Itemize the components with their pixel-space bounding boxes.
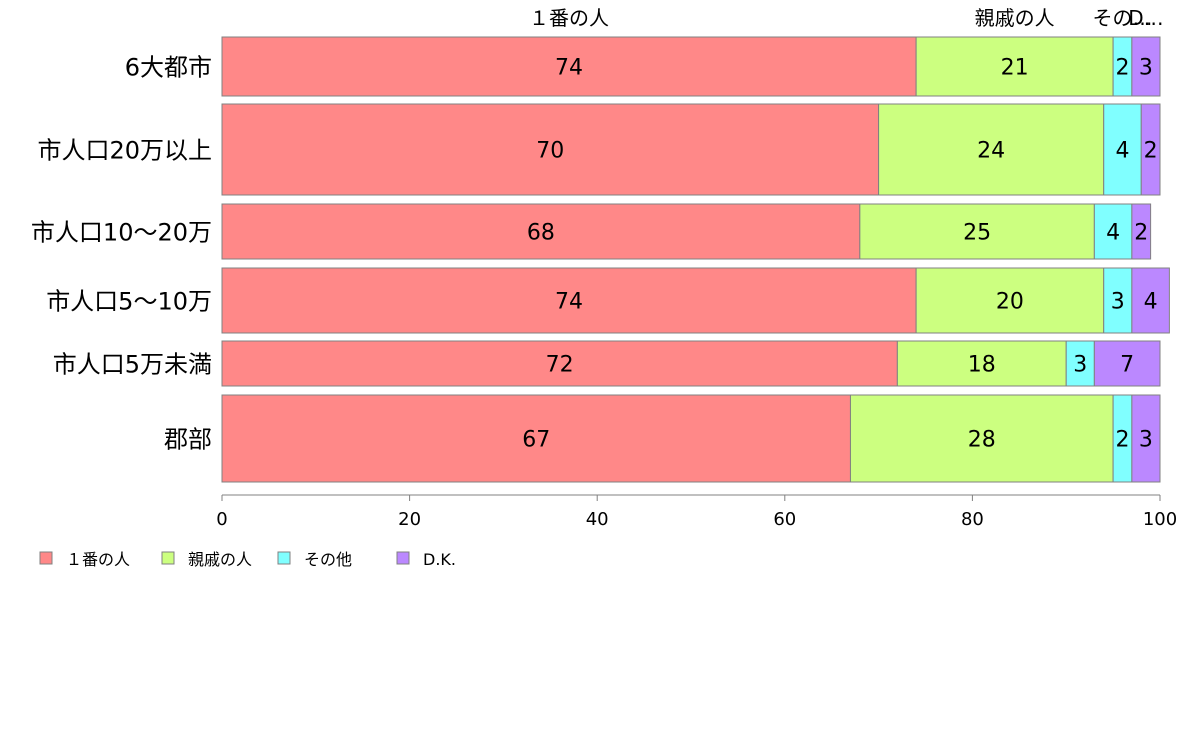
segment-value-label: 2 — [1134, 221, 1148, 246]
segment-value-label: 68 — [527, 221, 555, 246]
segment-value-label: 3 — [1111, 290, 1125, 315]
segment-value-label: 2 — [1144, 139, 1158, 164]
category-label: 市人口5万未満 — [53, 351, 212, 379]
bar-segment — [221, 203, 861, 260]
segment-value-label: 18 — [968, 353, 996, 378]
segment-value-label: 3 — [1139, 428, 1153, 453]
top-labels-layer: １番の人 親戚の人 その…D… — [529, 6, 1164, 30]
segment-value-label: 2 — [1115, 56, 1129, 81]
legend-entry-label: １番の人 — [66, 550, 130, 569]
segment-value-label: 67 — [522, 428, 550, 453]
segment-value-label: 7 — [1120, 353, 1134, 378]
segment-value-label: 3 — [1139, 56, 1153, 81]
segment-value-label: 21 — [1001, 56, 1029, 81]
segment-value-label: 70 — [536, 139, 564, 164]
segment-value-label: 3 — [1073, 353, 1087, 378]
x-tick-label: 20 — [398, 509, 421, 530]
legend-entry-label: D.K. — [423, 550, 456, 569]
category-label: 市人口10〜20万 — [31, 219, 212, 247]
bar-segment — [849, 394, 1114, 483]
series-top-label: 親戚の人 — [975, 6, 1055, 30]
legend-entry-label: 親戚の人 — [188, 550, 252, 569]
legend-swatch — [39, 551, 53, 565]
bar-segment — [1140, 103, 1161, 196]
bar-segment — [221, 394, 851, 483]
bar-segment — [915, 36, 1114, 97]
bar-segment — [896, 340, 1067, 387]
x-axis: 0 20 40 60 80 100 — [216, 494, 1177, 530]
bar-segment — [1131, 36, 1161, 97]
segment-value-label: 28 — [968, 428, 996, 453]
series-top-label: １番の人 — [529, 6, 609, 30]
bar-segment — [221, 267, 917, 334]
segment-value-label: 4 — [1115, 139, 1129, 164]
segment-value-label: 4 — [1106, 221, 1120, 246]
bar-segment — [1065, 340, 1095, 387]
bar-segment — [878, 103, 1105, 196]
bar-segment — [221, 103, 880, 196]
legend-swatch — [396, 551, 410, 565]
series-top-label: その… — [1092, 6, 1152, 30]
category-label: 市人口5〜10万 — [46, 288, 212, 316]
bar-segment — [1131, 394, 1161, 483]
bar-segment — [1093, 340, 1161, 387]
segment-value-label: 74 — [555, 56, 583, 81]
legend-swatch — [161, 551, 175, 565]
legend-swatch — [277, 551, 291, 565]
segment-value-label: 74 — [555, 290, 583, 315]
legend: １番の人 親戚の人 その他 D.K. — [39, 550, 456, 569]
bar-segment — [221, 340, 898, 387]
bar-segment — [915, 267, 1105, 334]
bars-layer — [221, 36, 1170, 483]
bar-segment — [859, 203, 1095, 260]
segment-value-label: 25 — [963, 221, 991, 246]
segment-value-label: 4 — [1144, 290, 1158, 315]
bar-segment — [1103, 103, 1142, 196]
x-tick-label: 60 — [773, 509, 796, 530]
series-top-label: D… — [1128, 6, 1163, 30]
x-tick-label: 0 — [216, 509, 227, 530]
bar-segment — [1131, 203, 1152, 260]
legend-entry-label: その他 — [304, 550, 352, 569]
bar-segment — [1131, 267, 1170, 334]
category-label: 市人口20万以上 — [37, 137, 212, 165]
segment-value-label: 72 — [546, 353, 574, 378]
x-tick-label: 100 — [1143, 509, 1177, 530]
x-tick-label: 80 — [961, 509, 984, 530]
segment-value-label: 24 — [977, 139, 1005, 164]
category-label: 6大都市 — [125, 54, 212, 82]
bar-segment — [1093, 203, 1133, 260]
segment-value-label: 20 — [996, 290, 1024, 315]
segment-labels-layer: 74 21 2 370 24 4 268 25 4 274 20 3 472 18 3 767 28 2 3 — [522, 56, 1157, 453]
bar-segment — [221, 36, 917, 97]
segment-value-label: 2 — [1115, 428, 1129, 453]
category-label: 郡部 — [164, 426, 212, 454]
x-tick-label: 40 — [586, 509, 609, 530]
